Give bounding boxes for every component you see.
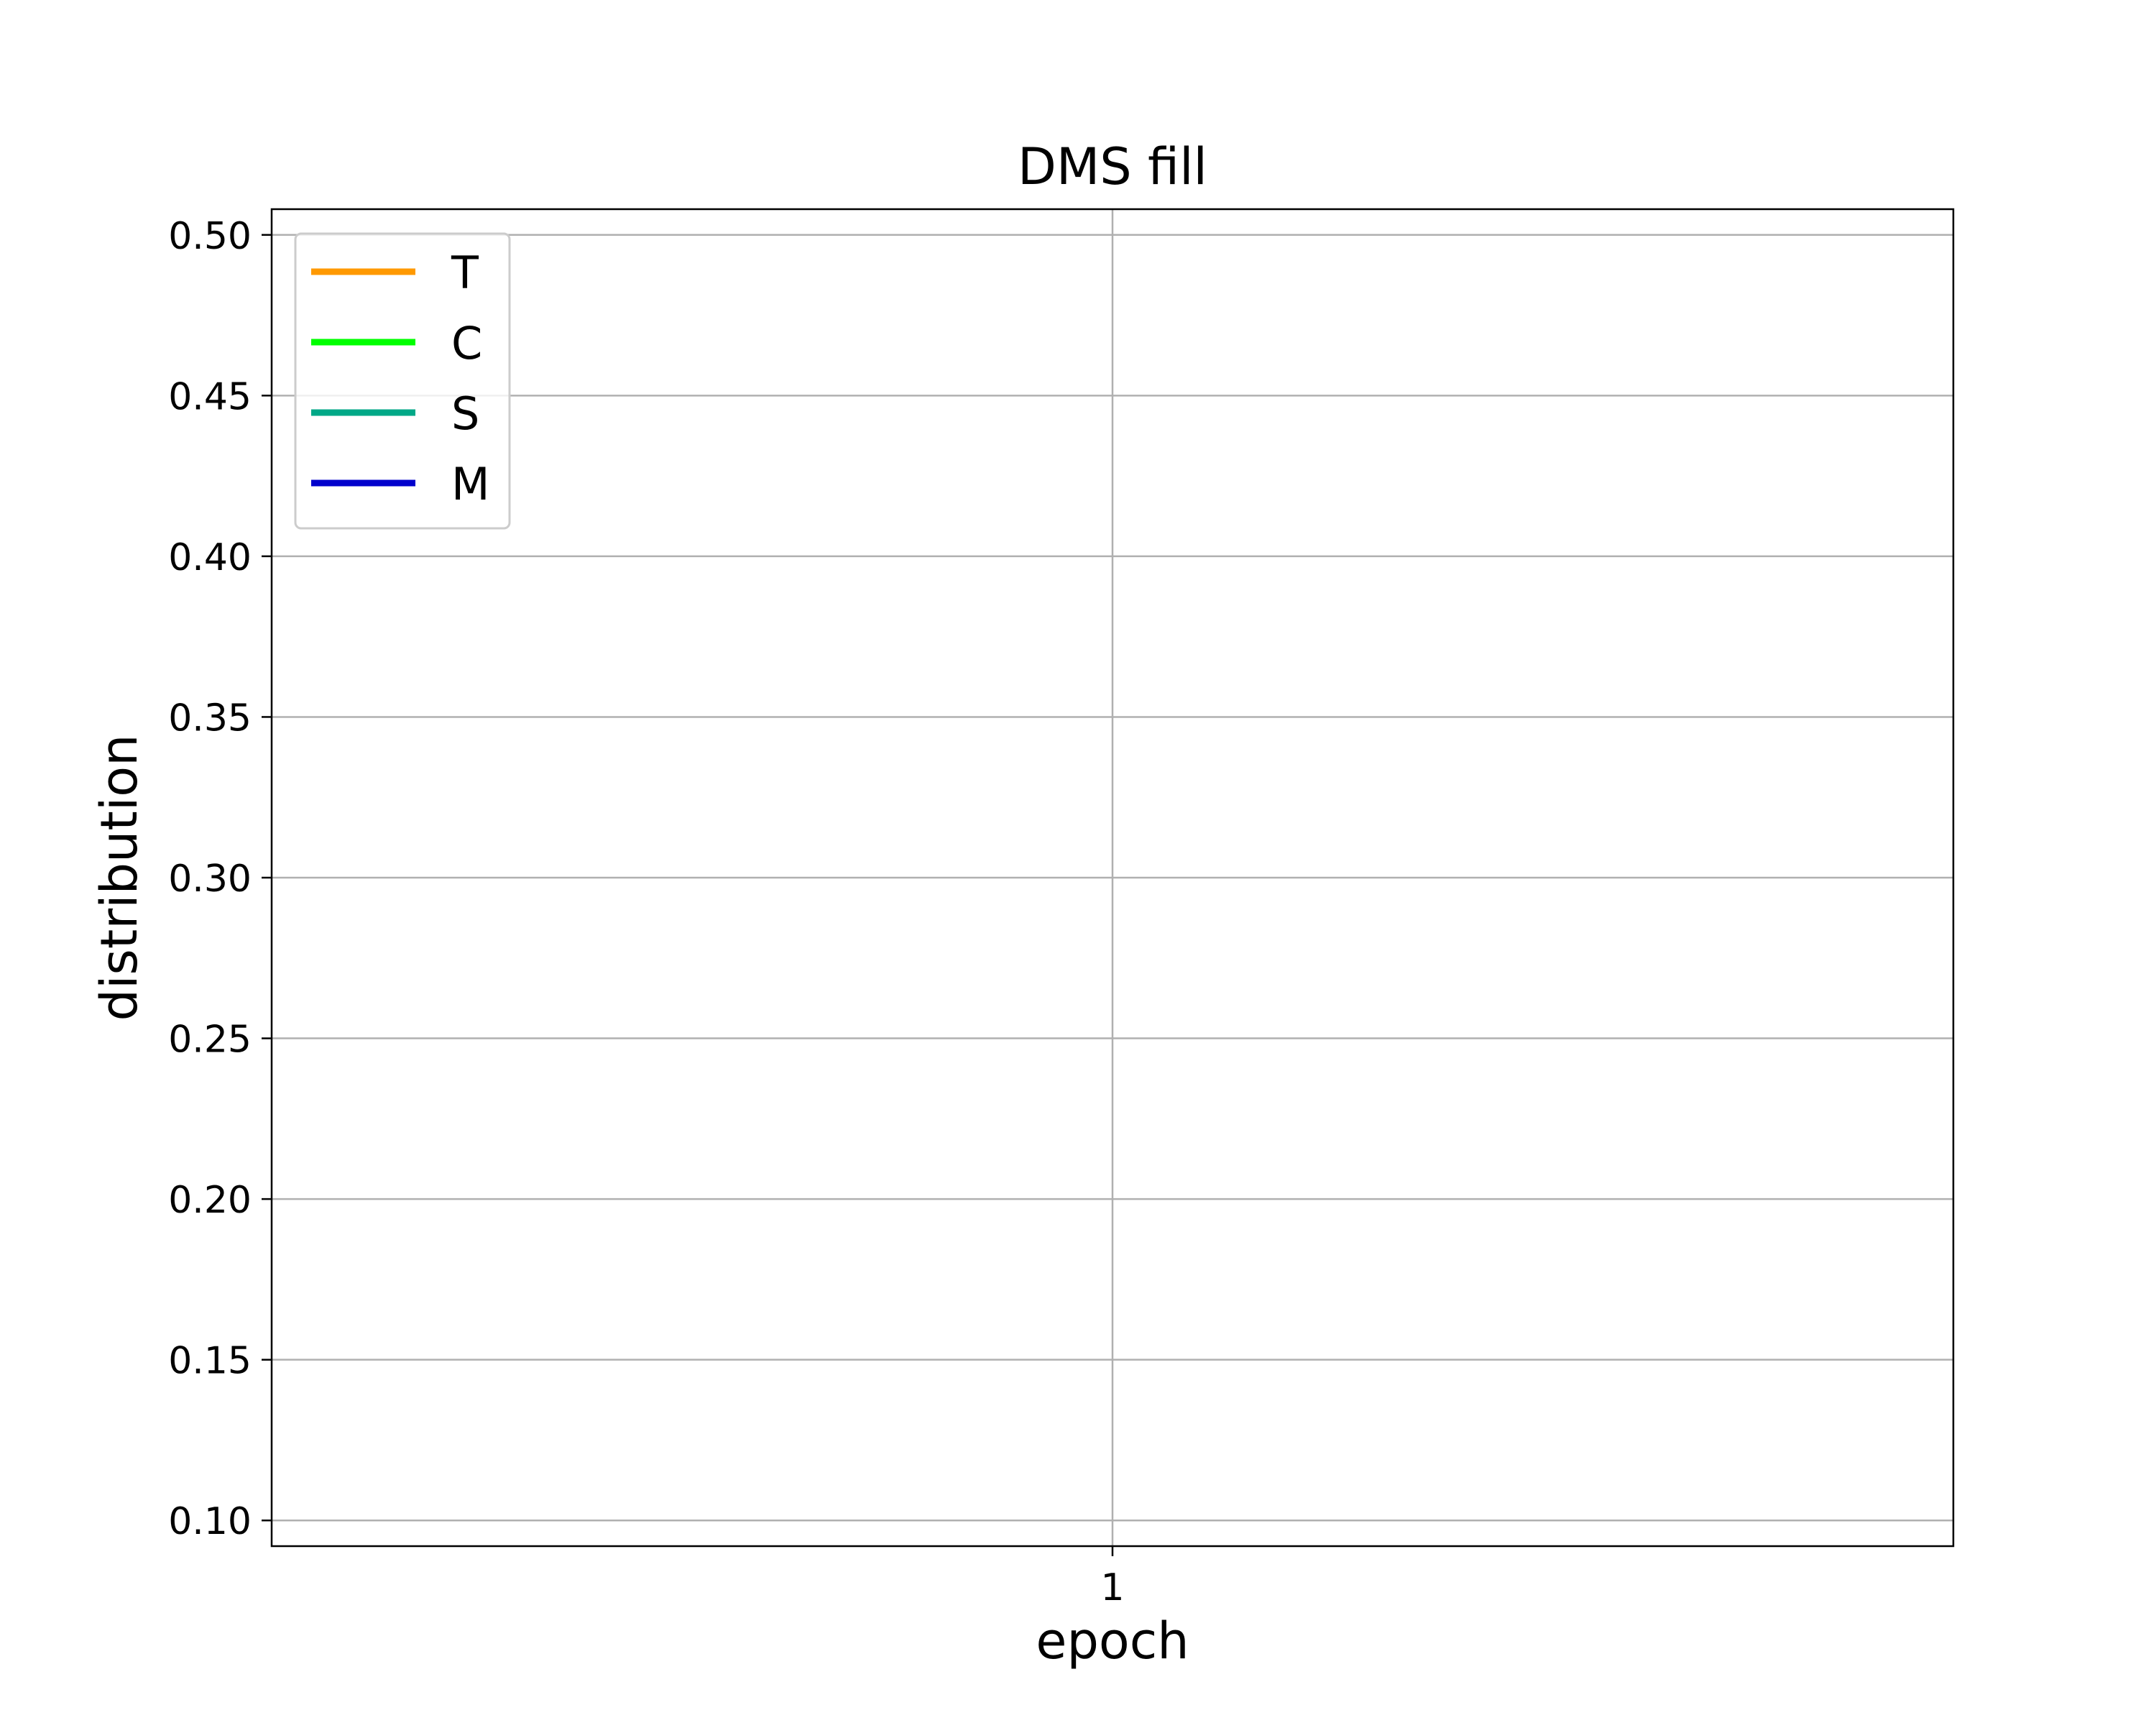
y-tick-label: 0.45 [168, 375, 252, 418]
x-axis-label: epoch [1036, 1612, 1189, 1670]
axis-ticks: 0.10 0.15 0.20 0.25 0.30 0.35 0.40 0.45 0.50 1 [168, 215, 1124, 1609]
legend-label-m: M [451, 458, 490, 510]
legend-label-c: C [451, 317, 482, 369]
y-tick-label: 0.15 [168, 1340, 252, 1383]
y-axis-label: distribution [90, 735, 149, 1021]
y-tick-label: 0.30 [168, 858, 252, 901]
y-tick-label: 0.20 [168, 1179, 252, 1222]
grid [272, 209, 1953, 1546]
legend-label-s: S [451, 387, 479, 440]
y-tick-label: 0.40 [168, 536, 252, 579]
x-tick-label: 1 [1100, 1566, 1124, 1609]
y-tick-label: 0.50 [168, 215, 252, 258]
legend-frame [294, 232, 511, 530]
y-tick-label: 0.10 [168, 1500, 252, 1543]
y-tick-label: 0.25 [168, 1019, 252, 1062]
y-tick-label: 0.35 [168, 697, 252, 740]
chart-title: DMS fill [1018, 137, 1207, 196]
legend-label-t: T [451, 247, 479, 299]
